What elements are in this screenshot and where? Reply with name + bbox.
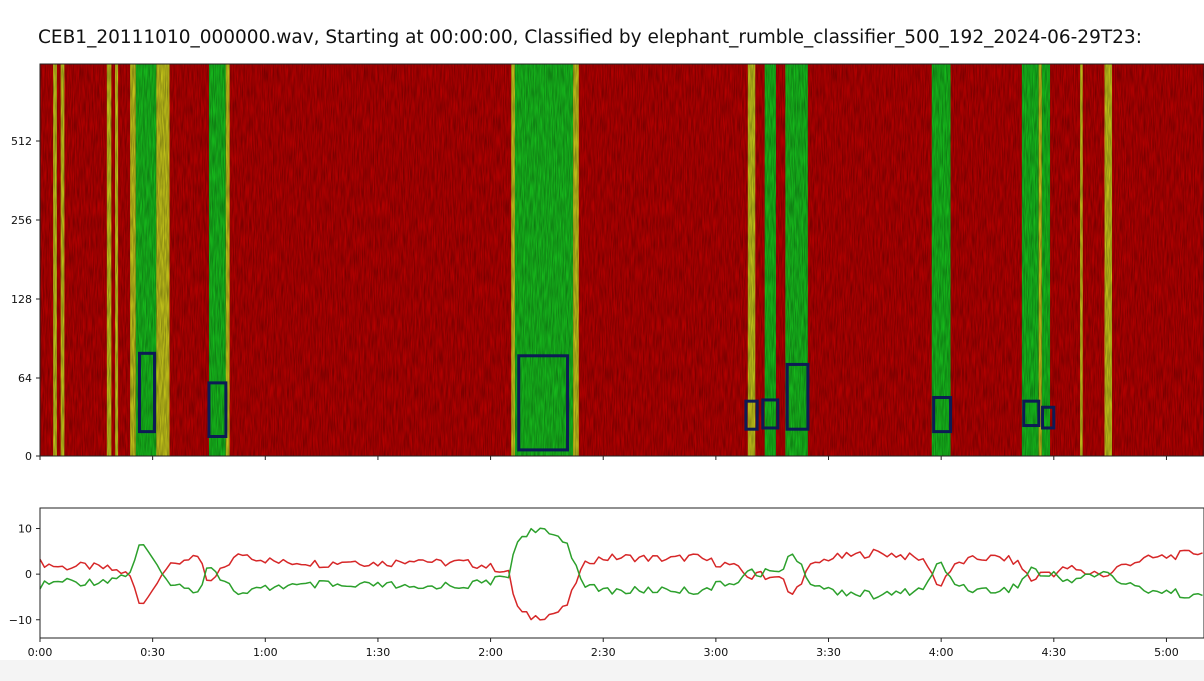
score-x-tick-label: 4:30 [1041,646,1066,659]
spectrogram-y-tick-label: 512 [11,135,32,148]
score-x-tick-label: 3:30 [816,646,841,659]
score-y-tick-label: 10 [18,523,32,536]
spectrogram-y-tick-label: 64 [18,372,32,385]
score-series-line [39,527,1203,600]
score-x-tick-label: 2:30 [591,646,616,659]
score-plot-area [40,508,1204,638]
score-series-line [39,548,1203,621]
score-x-tick-label: 0:30 [140,646,165,659]
spectrogram-frame [39,63,1204,457]
spectrogram-y-axis: 0 64 128 256 512 [11,135,40,463]
spectrogram-panel: 0 64 128 256 512 [11,63,1204,463]
detection-box [785,362,810,431]
score-lines [39,527,1203,621]
figure-title: CEB1_20111010_000000.wav, Starting at 00… [38,27,1142,48]
score-x-axis: 0:00 0:30 1:00 1:30 2:00 2:30 3:00 3:30 4:00 4:30… [28,638,1179,659]
score-y-tick-label: −10 [9,614,32,627]
detection-box [932,396,953,434]
score-x-tick-label: 1:30 [366,646,391,659]
figure-footer-strip [0,660,1204,681]
score-x-tick-label: 3:00 [704,646,729,659]
detection-box [1041,405,1056,430]
score-panel: 10 0 −10 0:00 0:30 1:00 1:30 2:00 2:30 3:00 3:30 4… [9,507,1204,659]
detection-boxes [138,351,1056,452]
score-x-tick-label: 5:00 [1154,646,1179,659]
detection-box [207,381,228,438]
spectrogram-y-tick-label: 128 [11,293,32,306]
spectrogram-y-tick-label: 256 [11,214,32,227]
score-x-tick-label: 4:00 [929,646,954,659]
detection-box [138,351,157,434]
spectrogram-texture [40,64,1204,456]
score-y-axis: 10 0 −10 [9,523,40,627]
detection-box [744,399,759,431]
detection-box [761,398,780,430]
score-x-tick-label: 1:00 [253,646,278,659]
score-y-tick-label: 0 [25,568,32,581]
detection-box [517,354,570,452]
spectrogram-x-ticks [39,456,1167,460]
score-x-tick-label: 0:00 [28,646,53,659]
spectrogram-y-tick-label: 0 [25,450,32,463]
score-frame [39,507,1204,639]
score-x-tick-label: 2:00 [478,646,503,659]
detection-box [1022,399,1041,428]
